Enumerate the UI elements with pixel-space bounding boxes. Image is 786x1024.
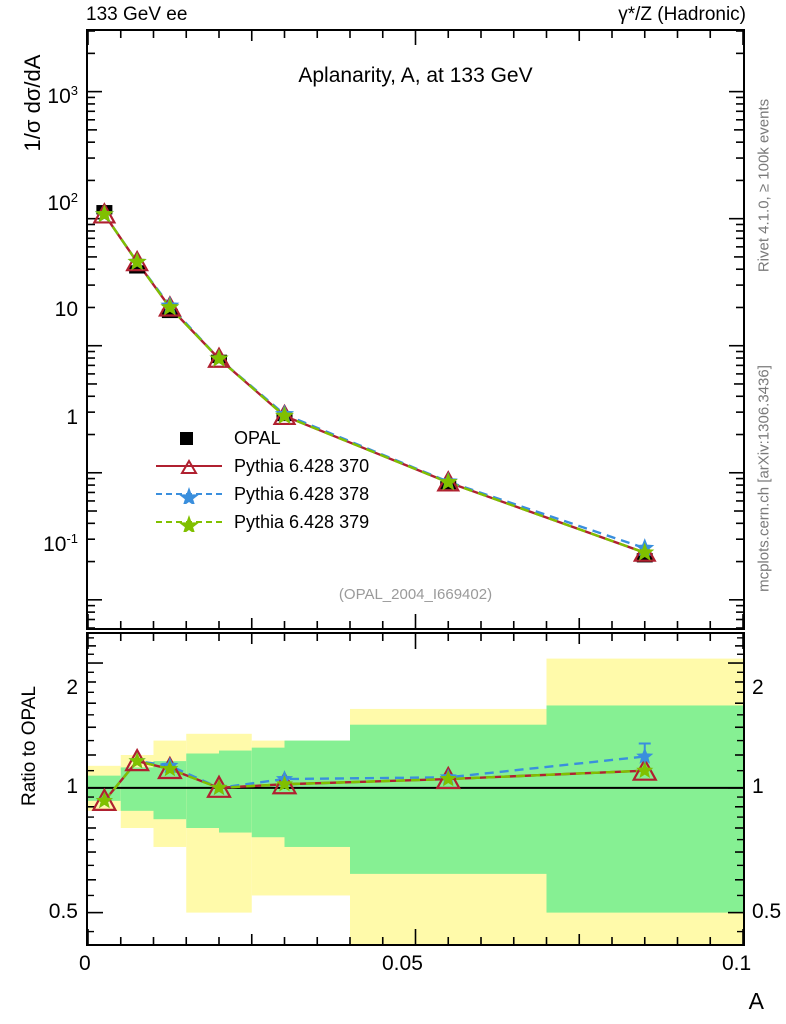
legend-label-pythia-370: Pythia 6.428 370 [234,455,370,476]
main-axis-ticks [88,31,743,628]
ytick-label-1em1: 10-1 [43,531,78,556]
legend-item-pythia-378[interactable]: Pythia 6.428 378 [156,480,369,508]
main-plot-svg [88,31,743,628]
analysis-watermark: (OPAL_2004_I669402) [338,586,493,603]
ytick-label-10: 10 [54,298,78,321]
header-beam-label: 133 GeV ee [86,4,188,25]
xtick-label-0: 0 [79,952,91,975]
ytick-label-1e3: 103 [47,83,78,108]
ytick-label-1e2: 102 [47,190,78,215]
xtick-label-005: 0.05 [382,952,423,975]
main-data-markers [92,202,657,563]
legend-key-star-blue-icon [156,484,222,504]
legend-item-pythia-370[interactable]: Pythia 6.428 370 [156,452,369,480]
xtick-label-01: 0.1 [722,952,752,975]
ratio-error-bands [88,658,743,944]
legend-item-opal[interactable]: OPAL [156,424,369,452]
legend-label-opal: OPAL [234,427,281,448]
header-process-label: γ*/Z (Hadronic) [618,4,746,25]
ratio-plot-panel [86,632,745,946]
x-axis-label: A [748,988,764,1014]
ratio-data-markers [91,742,658,811]
legend-item-pythia-379[interactable]: Pythia 6.428 379 [156,508,369,536]
legend-label-pythia-378: Pythia 6.428 378 [234,483,370,504]
ratio-ytick-label-1-right: 1 [752,775,764,798]
ratio-ytick-label-05-left: 0.5 [48,900,78,923]
ytick-label-1: 1 [66,406,78,429]
ratio-ytick-label-2-left: 2 [66,676,78,699]
legend: OPAL Pythia 6.428 370 Pythia 6.428 378 P… [156,424,369,536]
legend-key-triangle-icon [156,456,222,476]
legend-label-pythia-379: Pythia 6.428 379 [234,511,370,532]
ratio-ytick-label-1-left: 1 [66,775,78,798]
rivet-credit-label: Rivet 4.1.0, ≥ 100k events [755,98,773,273]
legend-key-star-green-icon [156,512,222,532]
ratio-plot-svg [88,634,743,944]
ratio-ytick-label-05-right: 0.5 [752,900,782,923]
ratio-ytick-label-2-right: 2 [752,676,764,699]
legend-key-square-icon [156,428,222,448]
main-plot-panel [86,29,745,630]
page-title: Aplanarity, A, at 133 GeV [298,64,533,87]
mcplots-credit-label: mcplots.cern.ch [arXiv:1306.3436] [755,365,773,592]
